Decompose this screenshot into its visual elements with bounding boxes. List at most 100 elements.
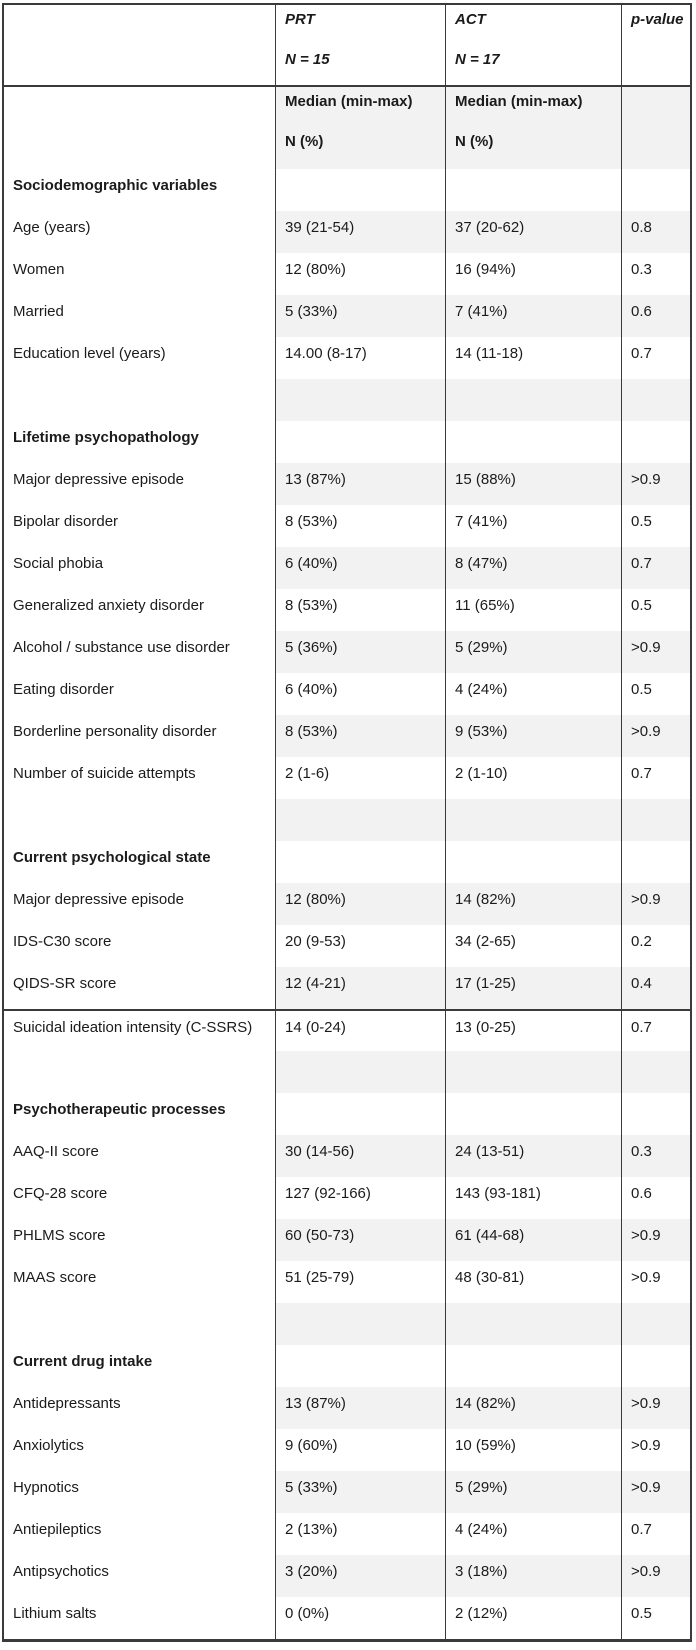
act-value: 17 (1-25) bbox=[446, 967, 622, 1009]
group-prt-name: PRT bbox=[285, 11, 315, 28]
header-p-value: p-value bbox=[622, 5, 690, 85]
row-label: Lifetime psychopathology bbox=[4, 421, 276, 463]
prt-value: 6 (40%) bbox=[276, 547, 446, 589]
prt-value: 3 (20%) bbox=[276, 1555, 446, 1597]
p-value bbox=[622, 421, 690, 463]
table-row: Bipolar disorder 8 (53%) 7 (41%) 0.5 bbox=[4, 505, 690, 547]
p-value: 0.8 bbox=[622, 211, 690, 253]
group-act-n: N = 17 bbox=[455, 51, 500, 68]
p-value: 0.5 bbox=[631, 1605, 652, 1622]
row-label: Social phobia bbox=[4, 547, 276, 589]
prt-value: 5 (33%) bbox=[276, 295, 446, 337]
table-row: Suicidal ideation intensity (C-SSRS) 14 (… bbox=[4, 1009, 690, 1051]
prt-value bbox=[276, 841, 446, 883]
act-value: 16 (94%) bbox=[446, 253, 622, 295]
row-label: Anxiolytics bbox=[4, 1429, 276, 1471]
act-count-label: N (%) bbox=[455, 133, 494, 150]
act-value: 2 (1-10) bbox=[446, 757, 622, 799]
p-value: 0.7 bbox=[631, 1521, 652, 1538]
p-value-header-label: p-value bbox=[631, 11, 684, 28]
p-value bbox=[622, 1345, 690, 1387]
act-value bbox=[446, 379, 622, 421]
p-value: 0.4 bbox=[622, 967, 690, 1009]
table-row: Married 5 (33%) 7 (41%) 0.6 bbox=[4, 295, 690, 337]
p-value: 0.6 bbox=[631, 1185, 652, 1202]
spacer-row bbox=[4, 1051, 690, 1093]
table-row: Major depressive episode 13 (87%) 15 (88%)… bbox=[4, 463, 690, 505]
row-label: Number of suicide attempts bbox=[4, 757, 276, 799]
row-label bbox=[4, 799, 276, 841]
p-value: >0.9 bbox=[622, 1387, 690, 1429]
act-value: 4 (24%) bbox=[446, 673, 622, 715]
p-value: >0.9 bbox=[631, 1269, 661, 1286]
p-value bbox=[622, 1093, 690, 1135]
act-value: 5 (29%) bbox=[446, 631, 622, 673]
table-row: Generalized anxiety disorder 8 (53%) 11 (6… bbox=[4, 589, 690, 631]
act-value: 14 (11-18) bbox=[446, 337, 622, 379]
act-value bbox=[446, 1051, 622, 1093]
row-label bbox=[4, 379, 276, 421]
act-value bbox=[446, 1093, 622, 1135]
header-group-prt: PRT N = 15 bbox=[276, 5, 446, 85]
row-label: Bipolar disorder bbox=[4, 505, 276, 547]
prt-value bbox=[276, 799, 446, 841]
row-label: Current psychological state bbox=[4, 841, 276, 883]
p-value: 0.5 bbox=[631, 681, 652, 698]
act-value: 24 (13-51) bbox=[446, 1135, 622, 1177]
prt-value bbox=[276, 1303, 446, 1345]
row-label: Hypnotics bbox=[4, 1471, 276, 1513]
row-label: Antiepileptics bbox=[4, 1513, 276, 1555]
section-header-row: Sociodemographic variables bbox=[4, 169, 690, 211]
header-group-act: ACT N = 17 bbox=[446, 5, 622, 85]
prt-value: 12 (80%) bbox=[276, 883, 446, 925]
prt-value: 13 (87%) bbox=[276, 463, 446, 505]
table-header-row: PRT N = 15 ACT N = 17 p-value bbox=[4, 5, 690, 87]
prt-value: 12 (80%) bbox=[276, 253, 446, 295]
table-row: Antiepileptics 2 (13%) 4 (24%) 0.7 bbox=[4, 1513, 690, 1555]
prt-value bbox=[276, 1051, 446, 1093]
prt-value: 39 (21-54) bbox=[276, 211, 446, 253]
p-value: 0.7 bbox=[631, 765, 652, 782]
row-label: Alcohol / substance use disorder bbox=[4, 631, 276, 673]
row-label: IDS-C30 score bbox=[4, 925, 276, 967]
prt-value bbox=[276, 1093, 446, 1135]
table-row: AAQ-II score 30 (14-56) 24 (13-51) 0.3 bbox=[4, 1135, 690, 1177]
act-value bbox=[446, 1303, 622, 1345]
prt-value bbox=[276, 421, 446, 463]
row-label: Women bbox=[4, 253, 276, 295]
p-value: 0.6 bbox=[622, 295, 690, 337]
table-row: Hypnotics 5 (33%) 5 (29%) >0.9 bbox=[4, 1471, 690, 1513]
table-row: Alcohol / substance use disorder 5 (36%) 5… bbox=[4, 631, 690, 673]
act-value: 4 (24%) bbox=[446, 1513, 622, 1555]
table-row: Major depressive episode 12 (80%) 14 (82%)… bbox=[4, 883, 690, 925]
table-row: QIDS-SR score 12 (4-21) 17 (1-25) 0.4 bbox=[4, 967, 690, 1009]
table-row: IDS-C30 score 20 (9-53) 34 (2-65) 0.2 bbox=[4, 925, 690, 967]
act-value bbox=[446, 841, 622, 883]
prt-value bbox=[276, 169, 446, 211]
act-value: 37 (20-62) bbox=[446, 211, 622, 253]
row-label: Sociodemographic variables bbox=[4, 169, 276, 211]
table-row: Number of suicide attempts 2 (1-6) 2 (1-10… bbox=[4, 757, 690, 799]
table-row: Lithium salts 0 (0%) 2 (12%) 0.5 bbox=[4, 1597, 690, 1639]
row-label: CFQ-28 score bbox=[4, 1177, 276, 1219]
prt-value: 14 (0-24) bbox=[276, 1011, 446, 1051]
row-label bbox=[4, 1051, 276, 1093]
prt-value bbox=[276, 1345, 446, 1387]
row-label: Borderline personality disorder bbox=[4, 715, 276, 757]
table-row: Eating disorder 6 (40%) 4 (24%) 0.5 bbox=[4, 673, 690, 715]
row-label: Lithium salts bbox=[4, 1597, 276, 1639]
act-value: 11 (65%) bbox=[446, 589, 622, 631]
p-value bbox=[622, 1303, 690, 1345]
row-label: Suicidal ideation intensity (C-SSRS) bbox=[4, 1011, 276, 1051]
table-row: Social phobia 6 (40%) 8 (47%) 0.7 bbox=[4, 547, 690, 589]
prt-value bbox=[276, 379, 446, 421]
p-value: 0.3 bbox=[631, 261, 652, 278]
row-label: MAAS score bbox=[4, 1261, 276, 1303]
prt-value: 9 (60%) bbox=[276, 1429, 446, 1471]
prt-value: 30 (14-56) bbox=[276, 1135, 446, 1177]
spacer-row bbox=[4, 379, 690, 421]
table-row: Education level (years) 14.00 (8-17) 14 (1… bbox=[4, 337, 690, 379]
row-label: Major depressive episode bbox=[4, 883, 276, 925]
p-value bbox=[622, 169, 690, 211]
table-body: Sociodemographic variables Age (years) 39 … bbox=[4, 169, 690, 1639]
